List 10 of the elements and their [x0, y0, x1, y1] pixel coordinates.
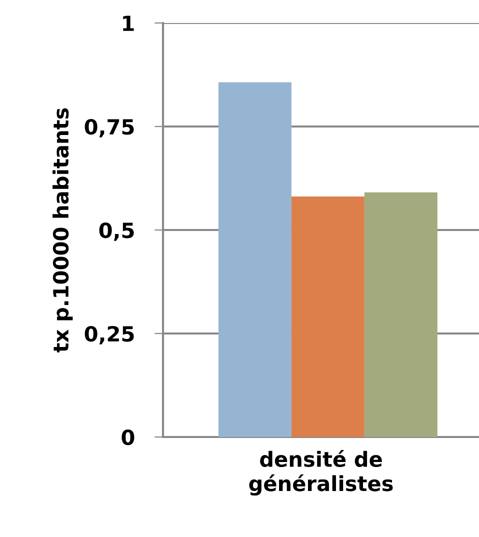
bar [291, 196, 364, 437]
bar [218, 82, 292, 437]
y-axis-title: tx p.10000 habitants [52, 108, 73, 352]
y-tick-label: 0,5 [99, 222, 134, 241]
x-axis-title: densité de généralistes [249, 450, 393, 496]
y-tick-label: 0,25 [84, 326, 134, 344]
y-tick-label: 1 [123, 16, 134, 31]
y-tick-label: 0,75 [84, 118, 134, 138]
bar [364, 192, 438, 437]
y-tick-label: 0 [122, 429, 134, 446]
